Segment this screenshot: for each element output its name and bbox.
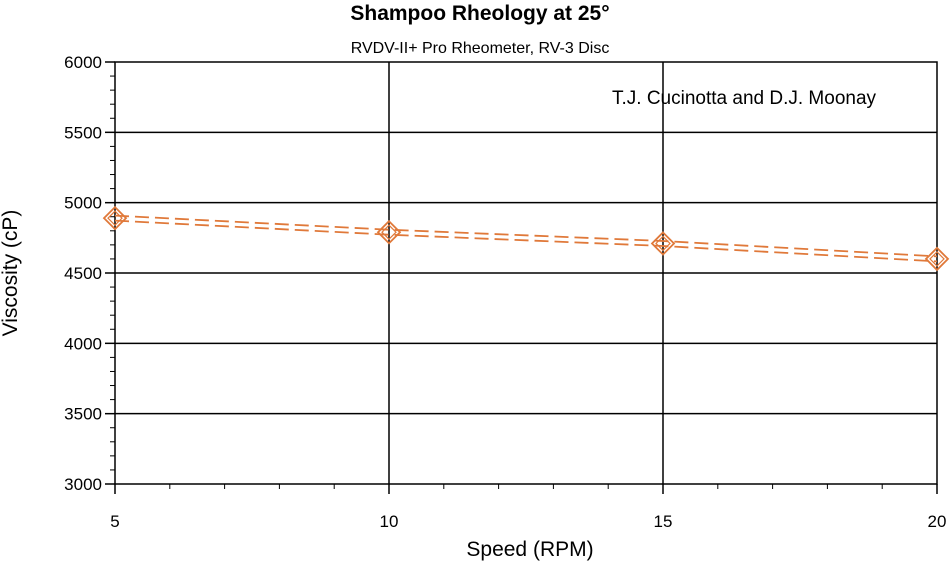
data-point-marker-inner — [655, 235, 671, 252]
data-point-marker-inner — [381, 224, 397, 241]
series-line — [114, 214, 938, 258]
y-tick-label: 4500 — [64, 264, 102, 283]
y-tick-label: 4000 — [64, 334, 102, 353]
y-tick-label: 3500 — [64, 405, 102, 424]
x-tick-label: 10 — [380, 512, 399, 531]
x-tick-label: 20 — [928, 512, 947, 531]
y-tick-label: 6000 — [64, 53, 102, 72]
chart-title: Shampoo Rheology at 25° — [350, 2, 609, 25]
x-axis-label: Speed (RPM) — [466, 538, 593, 561]
chart-annotation: T.J. Cucinotta and D.J. Moonay — [612, 88, 877, 109]
data-point-marker — [102, 205, 128, 231]
data-point-marker-inner — [107, 210, 123, 226]
x-tick-label: 15 — [654, 512, 673, 531]
y-tick-label: 5000 — [64, 194, 102, 213]
y-axis-label: Viscosity (cP) — [0, 210, 22, 337]
tick-labels: 3000 3500 4000 4500 5000 5500 6000 5 10 15 20 — [64, 53, 946, 531]
series-layer — [102, 205, 950, 272]
x-tick-label: 5 — [110, 512, 119, 531]
y-tick-label: 3000 — [64, 475, 102, 494]
chart-subtitle: RVDV-II+ Pro Rheometer, RV-3 Disc — [351, 40, 610, 57]
minor-ticks — [110, 75, 883, 489]
y-tick-label: 5500 — [64, 123, 102, 142]
series-line — [114, 219, 938, 263]
data-point-marker — [376, 219, 402, 245]
data-point-marker-inner — [929, 251, 945, 267]
data-point-marker — [924, 246, 950, 272]
data-point-marker — [650, 231, 676, 256]
grid-layer — [105, 61, 938, 494]
